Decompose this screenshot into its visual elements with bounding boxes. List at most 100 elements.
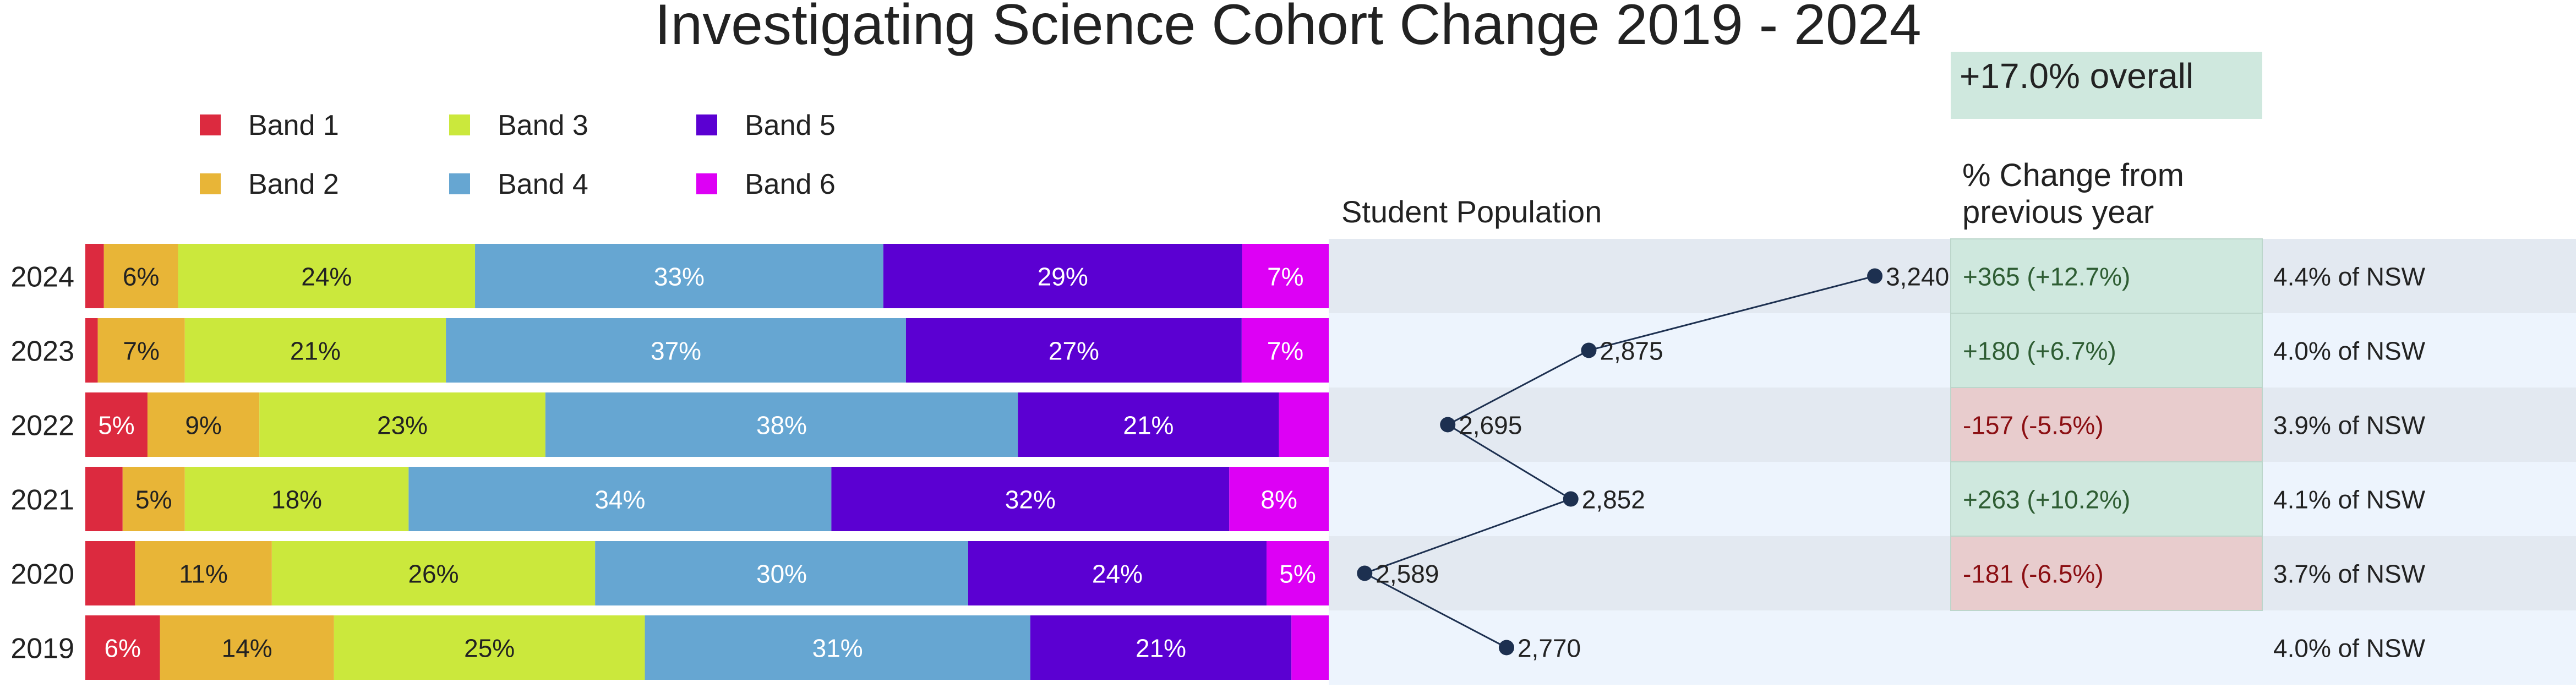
bar-segment-band-1 bbox=[85, 541, 135, 605]
row-background bbox=[1329, 610, 2576, 685]
bar-label: 38% bbox=[756, 411, 807, 440]
bar-label: 6% bbox=[105, 634, 141, 663]
year-label: 2023 bbox=[10, 336, 74, 368]
bar-segment-band-2 bbox=[103, 244, 178, 308]
legend-label: Band 3 bbox=[498, 110, 588, 141]
change-column: +365 (+12.7%) +180 (+6.7%) -157 (-5.5%) +26… bbox=[1950, 238, 2263, 611]
bar-segment-band-3 bbox=[184, 318, 446, 383]
population-point bbox=[1498, 640, 1514, 656]
bar-labels: 6% 24% 33% 29% 7% 7% 21% 37% 27% 7% 5% 9% 23% 38% 21% 5… bbox=[98, 263, 1316, 663]
nsw-share-value: 4.0% of NSW bbox=[2273, 337, 2426, 365]
population-label: 2,589 bbox=[1376, 560, 1439, 588]
change-column-title-line2: previous year bbox=[1962, 194, 2154, 230]
bar-segment-band-3 bbox=[259, 392, 545, 457]
bar-segment-band-3 bbox=[178, 244, 476, 308]
change-value: +180 (+6.7%) bbox=[1963, 337, 2116, 365]
change-cell bbox=[1950, 387, 2263, 462]
population-line-path bbox=[1362, 275, 1875, 648]
bar-segment-band-1 bbox=[85, 244, 104, 308]
bar-label: 30% bbox=[756, 560, 807, 588]
population-point bbox=[1581, 342, 1597, 358]
change-cell bbox=[1950, 536, 2263, 611]
legend-label: Band 6 bbox=[745, 168, 836, 200]
nsw-share-value: 4.1% of NSW bbox=[2273, 485, 2426, 514]
change-column-title-line1: % Change from bbox=[1962, 157, 2184, 193]
nsw-share-value: 4.4% of NSW bbox=[2273, 263, 2426, 291]
change-cell bbox=[1950, 238, 2263, 314]
bar-label: 29% bbox=[1038, 263, 1088, 291]
bar-label: 33% bbox=[654, 263, 705, 291]
overall-change-box bbox=[1951, 52, 2262, 119]
legend-swatch-band-4 bbox=[449, 173, 470, 194]
population-point bbox=[1357, 565, 1373, 581]
year-label: 2019 bbox=[10, 633, 74, 665]
bar-label: 5% bbox=[98, 411, 134, 440]
nsw-share-value: 3.9% of NSW bbox=[2273, 411, 2426, 440]
bar-segment-band-3 bbox=[271, 541, 596, 605]
bar-label: 27% bbox=[1049, 337, 1099, 365]
population-label: 2,852 bbox=[1582, 485, 1645, 514]
change-cell bbox=[1950, 313, 2263, 388]
bar-segment-band-2 bbox=[122, 467, 185, 531]
bar-segment-band-5 bbox=[831, 467, 1230, 531]
legend-label: Band 2 bbox=[248, 168, 339, 200]
bar-segment-band-1 bbox=[85, 318, 98, 383]
bar-segment-band-5 bbox=[1030, 615, 1292, 680]
bar-segment-band-2 bbox=[160, 615, 334, 680]
bar-segment-band-2 bbox=[135, 541, 272, 605]
bar-label: 32% bbox=[1005, 485, 1056, 514]
legend-label: Band 5 bbox=[745, 110, 836, 141]
bar-segment-band-4 bbox=[595, 541, 968, 605]
nsw-share-value: 4.0% of NSW bbox=[2273, 634, 2426, 663]
chart-title: Investigating Science Cohort Change 2019… bbox=[654, 0, 1921, 57]
bar-label: 21% bbox=[1123, 411, 1174, 440]
bar-label: 31% bbox=[812, 634, 863, 663]
legend-swatch-band-5 bbox=[696, 114, 717, 135]
bar-segment-band-4 bbox=[645, 615, 1030, 680]
bar-segment-band-4 bbox=[408, 467, 832, 531]
bar-segment-band-6 bbox=[1291, 615, 1329, 680]
bar-segment-band-4 bbox=[446, 318, 906, 383]
population-label: 2,770 bbox=[1518, 634, 1581, 663]
bar-segment-band-5 bbox=[883, 244, 1242, 308]
stacked-bars bbox=[85, 244, 1329, 680]
year-label: 2022 bbox=[10, 410, 74, 442]
bar-label: 8% bbox=[1260, 485, 1297, 514]
change-value: -181 (-6.5%) bbox=[1963, 560, 2104, 588]
population-column-title: Student Population bbox=[1341, 194, 1602, 229]
population-label: 3,240 bbox=[1886, 263, 1949, 291]
bar-label: 21% bbox=[290, 337, 341, 365]
bar-segment-band-5 bbox=[905, 318, 1242, 383]
change-cell bbox=[1950, 461, 2263, 537]
overall-change-text: +17.0% overall bbox=[1960, 56, 2193, 96]
legend-swatch-band-1 bbox=[200, 114, 221, 135]
bar-segment-band-3 bbox=[334, 615, 645, 680]
bar-label: 5% bbox=[135, 485, 172, 514]
bar-segment-band-1 bbox=[85, 615, 160, 680]
bar-label: 25% bbox=[464, 634, 515, 663]
bar-segment-band-6 bbox=[1279, 392, 1329, 457]
bar-segment-band-6 bbox=[1267, 541, 1329, 605]
bar-label: 24% bbox=[301, 263, 352, 291]
change-value: +365 (+12.7%) bbox=[1963, 263, 2130, 291]
legend-swatch-band-2 bbox=[200, 173, 221, 194]
share-column: 4.4% of NSW 4.0% of NSW 3.9% of NSW 4.1% of… bbox=[2273, 263, 2426, 663]
population-label: 2,875 bbox=[1600, 337, 1663, 365]
bar-label: 23% bbox=[377, 411, 428, 440]
change-value: -157 (-5.5%) bbox=[1963, 411, 2104, 440]
year-labels: 2024 2023 2022 2021 2020 2019 bbox=[10, 261, 74, 665]
bar-segment-band-2 bbox=[97, 318, 185, 383]
bar-segment-band-1 bbox=[85, 467, 123, 531]
year-label: 2020 bbox=[10, 559, 74, 591]
legend-label: Band 1 bbox=[248, 110, 339, 141]
bar-label: 21% bbox=[1136, 634, 1186, 663]
header: Investigating Science Cohort Change 2019… bbox=[654, 0, 2262, 230]
legend-swatch-band-3 bbox=[449, 114, 470, 135]
year-label: 2024 bbox=[10, 261, 74, 293]
bar-segment-band-2 bbox=[147, 392, 260, 457]
population-point bbox=[1563, 491, 1579, 507]
population-label: 2,695 bbox=[1459, 411, 1522, 440]
bar-segment-band-4 bbox=[475, 244, 883, 308]
population-point bbox=[1440, 417, 1456, 433]
